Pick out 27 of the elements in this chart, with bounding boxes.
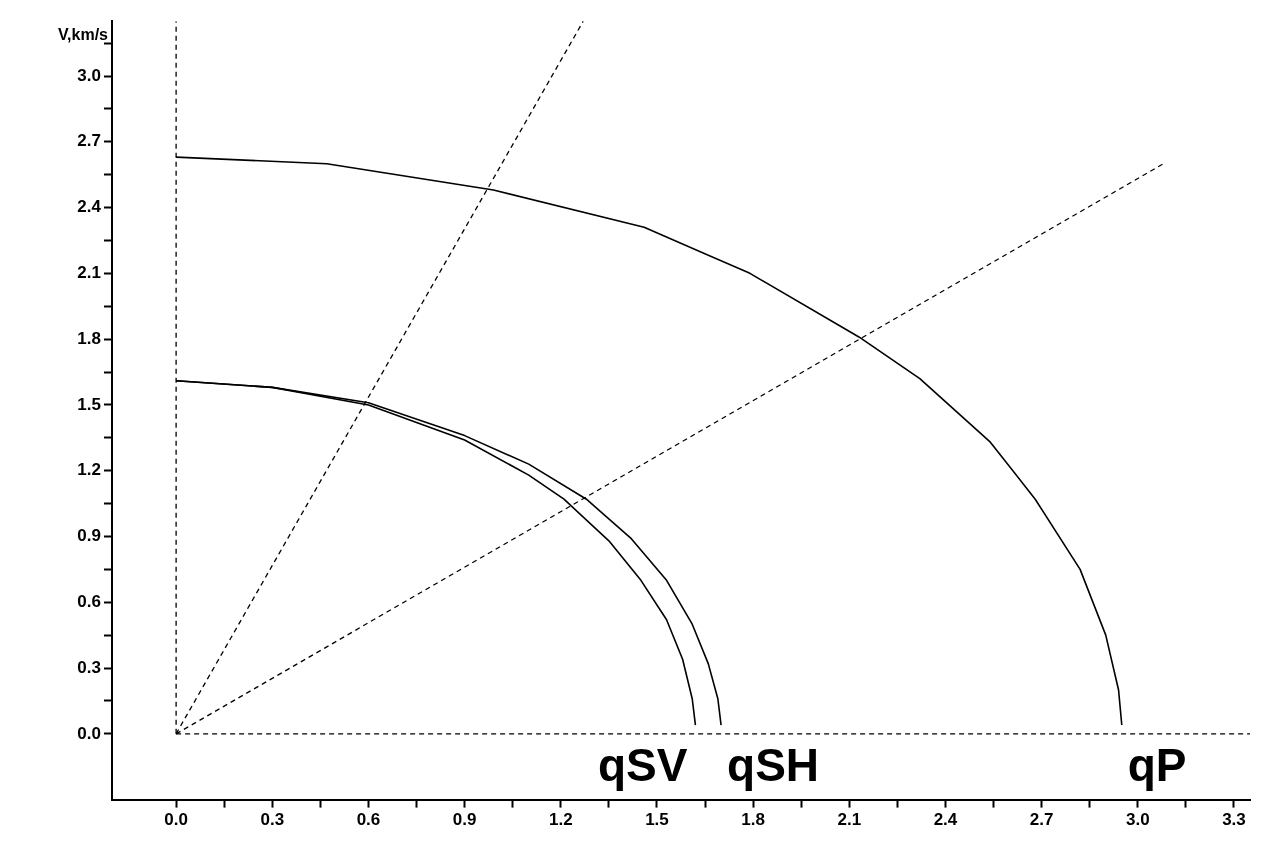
series-label: qSH <box>727 738 820 791</box>
y-tick-label: 2.1 <box>77 263 101 283</box>
series-label: qP <box>1127 738 1187 791</box>
x-tick-label: 1.8 <box>741 810 765 830</box>
x-tick-label: 3.0 <box>1125 810 1150 830</box>
y-tick-label: 0.0 <box>77 723 101 743</box>
y-tick-label: 1.5 <box>77 394 101 414</box>
y-tick-label: 1.8 <box>77 328 101 348</box>
y-tick-label: 2.7 <box>77 131 101 151</box>
x-tick-label: 3.3 <box>1222 810 1246 830</box>
x-tick-label: 1.5 <box>645 810 669 830</box>
x-tick-label: 2.4 <box>933 810 958 830</box>
x-tick-label: 0.9 <box>452 810 477 830</box>
x-tick-label: 2.7 <box>1029 810 1054 830</box>
y-axis-title: V,km/s <box>57 25 109 43</box>
y-tick-label: 3.0 <box>77 65 101 85</box>
x-tick-label: 2.1 <box>837 810 862 830</box>
y-tick-label: 0.3 <box>77 657 101 677</box>
x-tick-label: 1.2 <box>548 810 573 830</box>
y-tick-label: 0.6 <box>77 591 101 611</box>
x-tick-label: 0.3 <box>260 810 285 830</box>
series-label: qSV <box>597 738 688 791</box>
x-tick-label: 0.0 <box>164 810 188 830</box>
y-tick-label: 1.2 <box>77 460 101 480</box>
x-tick-label: 0.6 <box>356 810 381 830</box>
y-tick-label: 2.4 <box>77 197 102 217</box>
y-tick-label: 0.9 <box>77 526 101 546</box>
